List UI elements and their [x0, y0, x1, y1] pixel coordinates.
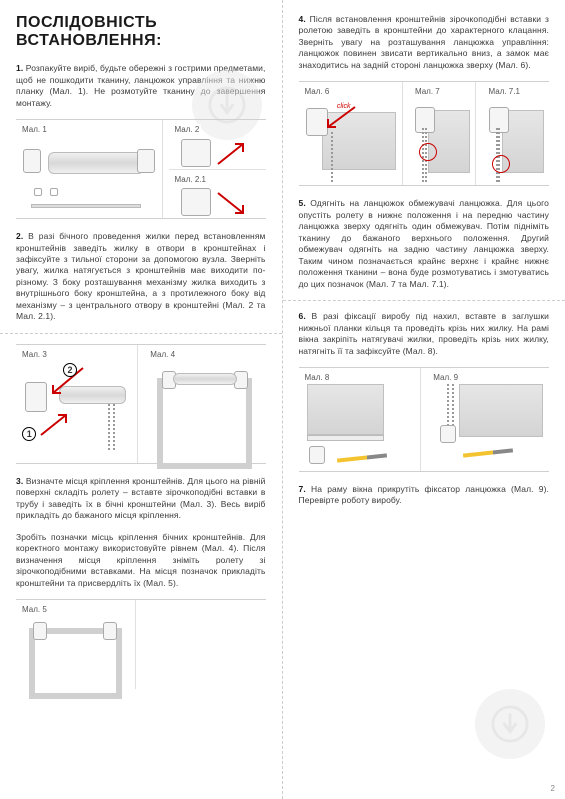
figure-row-1: Мал. 1 Мал. 2 [16, 119, 266, 219]
dashed-separator [283, 300, 565, 301]
callout-number-1: 1 [22, 427, 36, 441]
step-text-7: На раму вікна прикрутіть фіксатор ланцюж… [299, 484, 550, 505]
step-number-6: 6. [299, 311, 306, 321]
step-text-3b: Зробіть позначки місць кріплення бічних … [16, 532, 266, 588]
figure-label: Мал. 6 [303, 86, 332, 97]
step-text-5: Одягніть на ланцюжок обмежувачі ланцюжка… [299, 198, 550, 288]
figure-label: Мал. 9 [431, 372, 460, 383]
step-text-6: В разі фіксації виробу під нахил, вставт… [299, 311, 550, 355]
page-number: 2 [551, 784, 555, 793]
figure-row-4: Мал. 6 click Мал. 7 [299, 81, 550, 186]
click-label: click [337, 103, 351, 110]
figure-row-5: Мал. 8 Мал. 9 [299, 367, 550, 472]
step-number-7: 7. [299, 484, 306, 494]
figure-label: Мал. 7 [413, 86, 442, 97]
step-number-4: 4. [299, 14, 306, 24]
page-title: ПОСЛІДОВНІСТЬ ВСТАНОВЛЕННЯ: [16, 14, 266, 49]
step-number-3: 3. [16, 476, 23, 486]
dashed-separator [0, 333, 282, 334]
right-column: 4. Після встановлення кронштейнів зірочк… [283, 0, 565, 799]
paragraph-3a: 3. Визначте місця кріплення кронштейнів.… [16, 476, 266, 522]
watermark-bottom [475, 689, 545, 759]
figure-label: Мал. 4 [148, 349, 177, 360]
paragraph-2: 2. В разі бічного проведення жилки перед… [16, 231, 266, 323]
paragraph-5: 5. Одягніть на ланцюжок обмежувачі ланцю… [299, 198, 550, 290]
paragraph-3b: Зробіть позначки місць кріплення бічних … [16, 532, 266, 589]
figure-2: Мал. 2 [169, 120, 266, 170]
figure-9: Мал. 9 [427, 368, 549, 471]
paragraph-7: 7. На раму вікна прикрутіть фіксатор лан… [299, 484, 550, 507]
figure-1: Мал. 1 [16, 120, 163, 218]
figure-label: Мал. 1 [20, 124, 49, 135]
figure-8: Мал. 8 [299, 368, 422, 471]
figure-label: Мал. 2 [173, 124, 202, 135]
left-column: ПОСЛІДОВНІСТЬ ВСТАНОВЛЕННЯ: 1. Розпакуйт… [0, 0, 283, 799]
step-text-4: Після встановлення кронштейнів зірочкопо… [299, 14, 550, 70]
figure-label: Мал. 2.1 [173, 174, 208, 185]
callout-number-2: 2 [63, 363, 77, 377]
step-text-2: В разі бічного проведення жилки перед вс… [16, 231, 266, 321]
figure-label: Мал. 5 [20, 604, 49, 615]
step-number-2: 2. [16, 231, 23, 241]
paragraph-4: 4. Після встановлення кронштейнів зірочк… [299, 14, 550, 71]
figure-5: Мал. 5 [16, 600, 136, 689]
figure-6: Мал. 6 click [299, 82, 403, 185]
figure-row-2: Мал. 3 1 2 Мал. 4 [16, 344, 266, 464]
figure-label: Мал. 8 [303, 372, 332, 383]
figure-2-1: Мал. 2.1 [169, 170, 266, 219]
figure-5-spacer [142, 600, 266, 689]
illustration-exploded [20, 136, 158, 214]
step-number-5: 5. [299, 198, 306, 208]
figure-7: Мал. 7 [409, 82, 477, 185]
figure-label: Мал. 3 [20, 349, 49, 360]
paragraph-6: 6. В разі фіксації виробу під нахил, вст… [299, 311, 550, 357]
figure-label: Мал. 7.1 [486, 86, 521, 97]
step-text-3a: Визначте місця кріплення кронштейнів. Дл… [16, 476, 266, 520]
figure-row-3: Мал. 5 [16, 599, 266, 689]
figure-4: Мал. 4 [144, 345, 265, 463]
step-number-1: 1. [16, 63, 23, 73]
figure-3: Мал. 3 1 2 [16, 345, 138, 463]
figure-7-1: Мал. 7.1 [482, 82, 549, 185]
figure-2-stack: Мал. 2 Мал. 2.1 [169, 120, 266, 218]
